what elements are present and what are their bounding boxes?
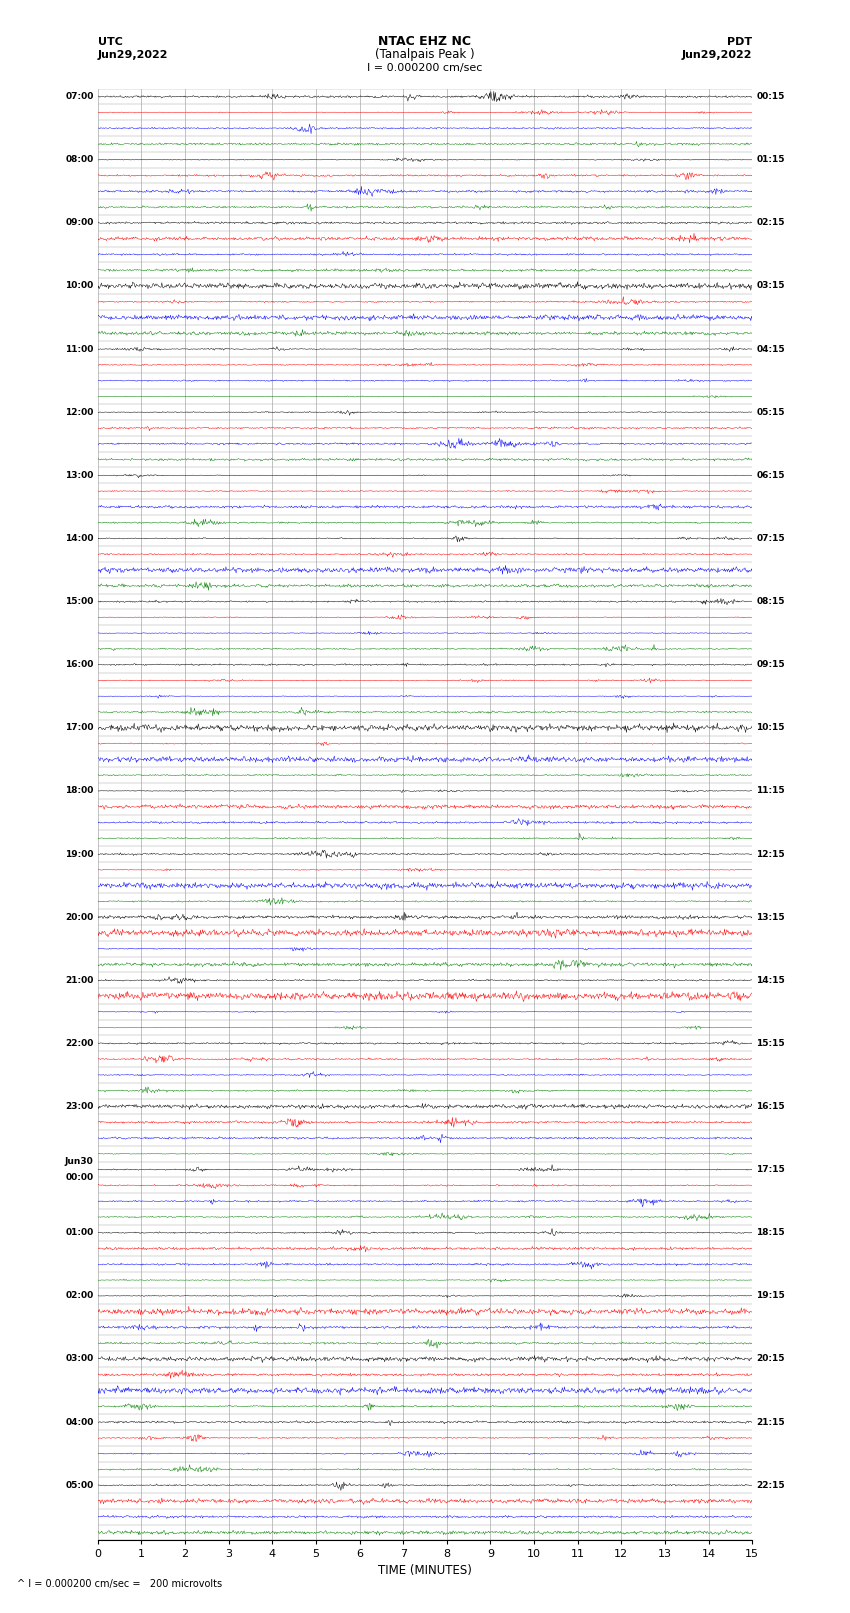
Text: 13:15: 13:15 [756,913,785,921]
Text: 09:15: 09:15 [756,660,785,669]
Text: 18:15: 18:15 [756,1227,785,1237]
Text: 03:15: 03:15 [756,281,785,290]
Text: 01:00: 01:00 [65,1227,94,1237]
Text: 15:15: 15:15 [756,1039,785,1048]
Text: 07:00: 07:00 [65,92,94,102]
Text: 03:00: 03:00 [65,1355,94,1363]
Text: 06:15: 06:15 [756,471,785,479]
Text: 04:15: 04:15 [756,345,785,353]
Text: (Tanalpais Peak ): (Tanalpais Peak ) [375,48,475,61]
Text: 19:15: 19:15 [756,1292,785,1300]
Text: 15:00: 15:00 [65,597,94,606]
Text: 21:00: 21:00 [65,976,94,986]
Text: 18:00: 18:00 [65,787,94,795]
Text: UTC: UTC [98,37,122,47]
Text: NTAC EHZ NC: NTAC EHZ NC [378,35,472,48]
Text: 05:00: 05:00 [65,1481,94,1490]
Text: 23:00: 23:00 [65,1102,94,1111]
Text: 09:00: 09:00 [65,218,94,227]
Text: 01:15: 01:15 [756,155,785,165]
Text: 08:00: 08:00 [65,155,94,165]
Text: 17:15: 17:15 [756,1165,785,1174]
Text: 02:15: 02:15 [756,218,785,227]
Text: PDT: PDT [727,37,752,47]
Text: 05:15: 05:15 [756,408,785,416]
Text: Jun29,2022: Jun29,2022 [682,50,752,60]
Text: 13:00: 13:00 [65,471,94,479]
Text: 11:00: 11:00 [65,345,94,353]
Text: 10:00: 10:00 [65,281,94,290]
Text: 12:15: 12:15 [756,850,785,858]
Text: 07:15: 07:15 [756,534,785,544]
Text: 16:00: 16:00 [65,660,94,669]
Text: 14:15: 14:15 [756,976,785,986]
Text: 21:15: 21:15 [756,1418,785,1426]
Text: 20:00: 20:00 [65,913,94,921]
Text: I = 0.000200 cm/sec: I = 0.000200 cm/sec [367,63,483,73]
Text: 14:00: 14:00 [65,534,94,544]
Text: ^ I = 0.000200 cm/sec =   200 microvolts: ^ I = 0.000200 cm/sec = 200 microvolts [17,1579,222,1589]
Text: 11:15: 11:15 [756,787,785,795]
Text: 20:15: 20:15 [756,1355,785,1363]
Text: Jun30: Jun30 [65,1158,94,1166]
Text: 08:15: 08:15 [756,597,785,606]
Text: Jun29,2022: Jun29,2022 [98,50,168,60]
Text: 17:00: 17:00 [65,723,94,732]
Text: 00:00: 00:00 [65,1173,94,1182]
Text: 22:15: 22:15 [756,1481,785,1490]
X-axis label: TIME (MINUTES): TIME (MINUTES) [378,1563,472,1576]
Text: 19:00: 19:00 [65,850,94,858]
Text: 04:00: 04:00 [65,1418,94,1426]
Text: 02:00: 02:00 [65,1292,94,1300]
Text: 16:15: 16:15 [756,1102,785,1111]
Text: 00:15: 00:15 [756,92,785,102]
Text: 10:15: 10:15 [756,723,785,732]
Text: 22:00: 22:00 [65,1039,94,1048]
Text: 12:00: 12:00 [65,408,94,416]
